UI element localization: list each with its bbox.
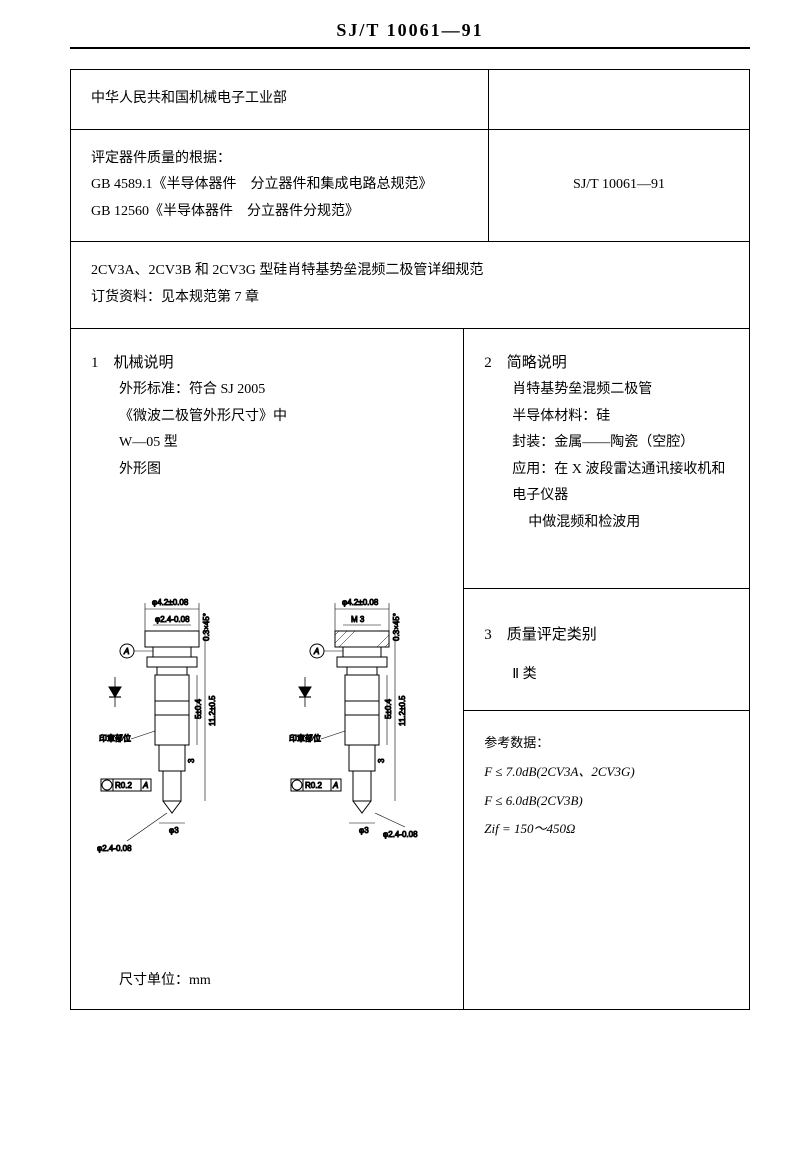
sec3-class: Ⅱ 类	[484, 660, 733, 691]
dim-htotal-b: 11.2±0.5	[398, 695, 407, 726]
datum-a-1: A	[123, 647, 129, 656]
standard-code: SJ/T 10061—91	[336, 20, 483, 40]
scope-cell: 2CV3A、2CV3B 和 2CV3G 型硅肖特基势垒混频二极管详细规范 订货资…	[71, 242, 749, 327]
sec2-l2: 半导体材料：硅	[484, 404, 733, 431]
page-header: SJ/T 10061—91	[70, 20, 750, 49]
dim-r-b: R0.2	[305, 781, 322, 790]
sec2-l1: 肖特基势垒混频二极管	[484, 377, 733, 404]
sec2-l5: 中做混频和检波用	[484, 510, 733, 537]
dim-m3: M 3	[351, 615, 365, 624]
dim-d3-a: φ3	[169, 826, 179, 835]
dim-htotal-a: 11.2±0.5	[208, 695, 217, 726]
ministry-cell: 中华人民共和国机械电子工业部	[71, 70, 489, 129]
dim-a-box-2: A	[332, 781, 338, 790]
reference-data-cell: 参考数据： F ≤ 7.0dB(2CV3A、2CV3G) F ≤ 6.0dB(2…	[464, 711, 749, 1008]
stamp-label-a: 印章部位	[99, 733, 131, 743]
dim-d2b-b: φ2.4-0.08	[383, 830, 418, 839]
ref-title: 参考数据：	[484, 729, 733, 758]
part-drawing-2: φ4.2±0.08 M 3 0.3×45° A	[287, 591, 437, 871]
basis-line2: GB 12560《半导体器件 分立器件分规范》	[91, 199, 468, 226]
dim-chamfer-b: 0.3×45°	[392, 613, 401, 641]
part-drawing-1: φ4.2±0.08 φ2.4-0.08 0.3×45° A	[97, 591, 247, 871]
dim-hmid-b: 5±0.4	[384, 698, 393, 719]
sec3-title: 3 质量评定类别	[484, 619, 733, 652]
sec1-l4: 外形图	[91, 457, 443, 484]
basis-cell: 评定器件质量的根据： GB 4589.1《半导体器件 分立器件和集成电路总规范》…	[71, 130, 489, 242]
dim-r-a: R0.2	[115, 781, 132, 790]
ministry: 中华人民共和国机械电子工业部	[91, 91, 287, 106]
basis-line1: GB 4589.1《半导体器件 分立器件和集成电路总规范》	[91, 172, 468, 199]
ministry-right-empty	[489, 70, 749, 129]
dim-a-box-1: A	[142, 781, 148, 790]
section-2-cell: 2 简略说明 肖特基势垒混频二极管 半导体材料：硅 封装：金属——陶瓷（空腔） …	[464, 329, 749, 589]
dim-d2-a: φ2.4-0.08	[155, 615, 190, 624]
sec2-l3: 封装：金属——陶瓷（空腔）	[484, 430, 733, 457]
unit-note: 尺寸单位：mm	[91, 968, 443, 995]
main-frame: 中华人民共和国机械电子工业部 评定器件质量的根据： GB 4589.1《半导体器…	[70, 69, 750, 1010]
section-3-cell: 3 质量评定类别 Ⅱ 类	[464, 589, 749, 712]
sec1-l2: 《微波二极管外形尺寸》中	[91, 404, 443, 431]
ref-l3: Zif = 150～450Ω	[484, 815, 733, 844]
dim-hsmall-a: 3	[187, 758, 196, 763]
dim-d3-b: φ3	[359, 826, 369, 835]
dim-d1-a: φ4.2±0.08	[152, 598, 189, 607]
dim-hmid-a: 5±0.4	[194, 698, 203, 719]
outline-diagram: φ4.2±0.08 φ2.4-0.08 0.3×45° A	[91, 483, 443, 968]
ref-l1: F ≤ 7.0dB(2CV3A、2CV3G)	[484, 758, 733, 787]
dim-hsmall-b: 3	[377, 758, 386, 763]
dim-d1-b: φ4.2±0.08	[342, 598, 379, 607]
section-1-cell: 1 机械说明 外形标准：符合 SJ 2005 《微波二极管外形尺寸》中 W—05…	[71, 329, 464, 1009]
ref-l2: F ≤ 6.0dB(2CV3B)	[484, 787, 733, 816]
std-ref-cell: SJ/T 10061—91	[489, 130, 749, 242]
sec2-title: 2 简略说明	[484, 349, 733, 378]
basis-title: 评定器件质量的根据：	[91, 146, 468, 173]
sec1-title: 1 机械说明	[91, 349, 443, 378]
stamp-label-b: 印章部位	[289, 733, 321, 743]
sec1-l1: 外形标准：符合 SJ 2005	[91, 377, 443, 404]
sec2-l4: 应用：在 X 波段雷达通讯接收机和电子仪器	[484, 457, 733, 510]
scope-line1: 2CV3A、2CV3B 和 2CV3G 型硅肖特基势垒混频二极管详细规范	[91, 258, 729, 285]
scope-line2: 订货资料：见本规范第 7 章	[91, 285, 729, 312]
datum-a-2: A	[313, 647, 319, 656]
sec1-l3: W—05 型	[91, 430, 443, 457]
std-ref: SJ/T 10061—91	[573, 172, 665, 199]
dim-d2b-a: φ2.4-0.08	[97, 844, 132, 853]
dim-chamfer-a: 0.3×45°	[202, 613, 211, 641]
